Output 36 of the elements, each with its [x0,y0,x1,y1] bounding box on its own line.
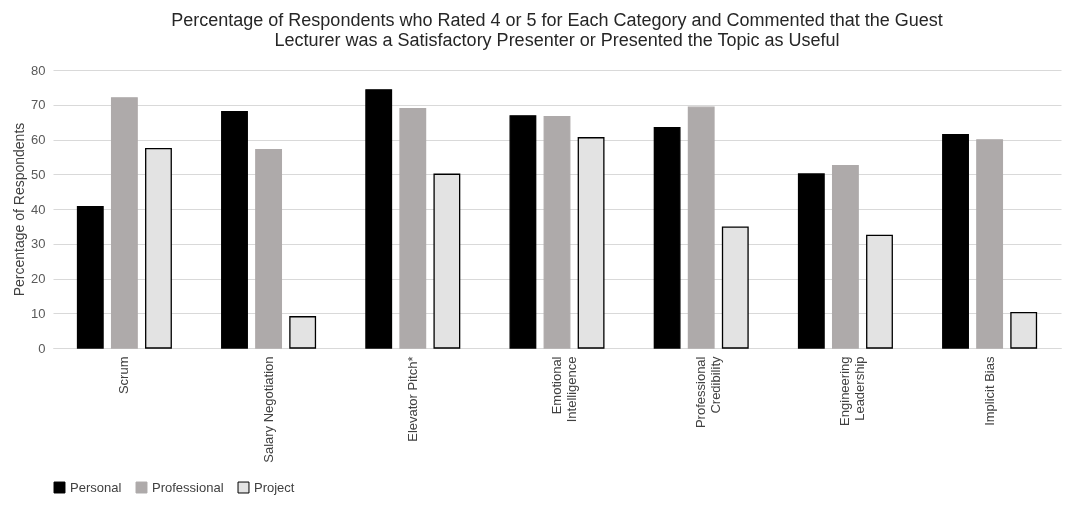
x-tick-label: Implicit Bias [981,356,997,426]
legend-label: Professional [152,479,224,495]
bar [110,97,138,349]
bar [942,133,969,349]
x-tick-label: Salary Negotiation [260,356,276,463]
bar [976,139,1004,349]
bar [509,115,537,349]
bar [653,127,681,349]
y-tick-label: 0 [38,340,46,356]
y-tick-label: 20 [31,271,46,286]
bar [399,107,427,349]
bar [831,164,859,349]
y-tick-label: 30 [31,236,46,252]
bar [76,205,104,349]
y-tick-label: 60 [31,132,46,147]
bar [221,111,248,349]
y-tick-label: 40 [31,201,46,217]
legend-label: Project [254,479,295,495]
legend-label: Personal [70,479,122,495]
bar [255,148,283,349]
y-axis-title: Percentage of Respondents [11,122,28,297]
y-tick-label: 50 [31,166,46,182]
x-tick-label: Scrum [116,356,132,395]
bar [797,173,825,349]
x-tick-label: Engineering Leadership [837,356,868,426]
x-tick-label: Professional Credibility [693,356,724,429]
text: Percentage of Respondents who Rated 4 or 5 for Each Category and Commented that the Guest [171,10,943,30]
bar [365,89,393,349]
y-tick-label: 80 [31,62,46,78]
bar [687,106,715,349]
y-tick-label: 10 [31,305,46,321]
text: Lecturer was a Satisfactory Presenter or Presented the Topic as Useful [274,30,840,50]
bar [543,115,571,349]
x-tick-label: Elevator Pitch* [404,356,420,442]
y-tick-label: 70 [31,97,46,113]
x-tick-label: Emotional Intelligence [549,356,579,423]
